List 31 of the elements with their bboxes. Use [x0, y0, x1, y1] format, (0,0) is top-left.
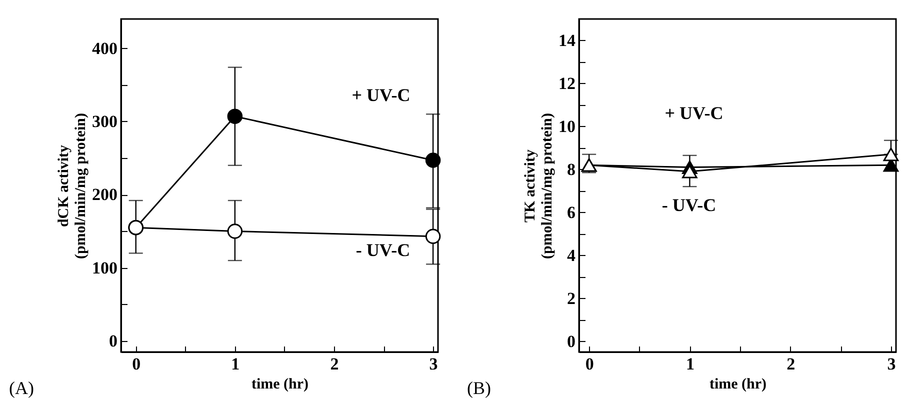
text: + UV-C — [352, 85, 410, 105]
x-axis-title: time (hr) — [709, 376, 767, 392]
text: + UV-C — [664, 103, 724, 123]
y-tick-label: 100 — [92, 258, 118, 278]
y-axis-title: TK activity (pmol/min/mg protein) — [522, 113, 556, 259]
y-tick-label: 6 — [567, 202, 576, 222]
y-tick-label: 4 — [567, 246, 576, 265]
x-tick-label: 2 — [330, 354, 339, 374]
y-tick-label: 0 — [567, 332, 576, 351]
x-tick-label: 0 — [585, 354, 594, 374]
x-axis-title: time (hr) — [251, 376, 309, 392]
x-tick-label: 3 — [429, 354, 438, 374]
y-tick-label: 0 — [109, 332, 118, 351]
y-axis-title: dCK activity (pmol/min/mg protein) — [56, 113, 89, 259]
y-tick-label: 10 — [558, 116, 576, 136]
x-tick-label: 0 — [132, 354, 141, 374]
x-tick-label: 1 — [686, 354, 694, 374]
text: (A) — [9, 378, 34, 398]
x-tick-label: 2 — [786, 354, 796, 374]
x-tick-label: 3 — [887, 354, 896, 374]
y-tick-label: 8 — [567, 160, 576, 179]
series-label: - UV-C — [662, 195, 716, 215]
y-tick-label: 400 — [92, 38, 118, 58]
y-tick-label: 2 — [567, 288, 576, 308]
y-tick-label: 300 — [92, 112, 118, 131]
y-tick-label: 12 — [558, 74, 576, 93]
y-tick-label: 14 — [558, 30, 576, 50]
text: (B) — [467, 378, 491, 398]
x-tick-label: 1 — [231, 354, 240, 374]
y-tick-label: 200 — [92, 185, 118, 204]
series-label: - UV-C — [356, 240, 410, 260]
